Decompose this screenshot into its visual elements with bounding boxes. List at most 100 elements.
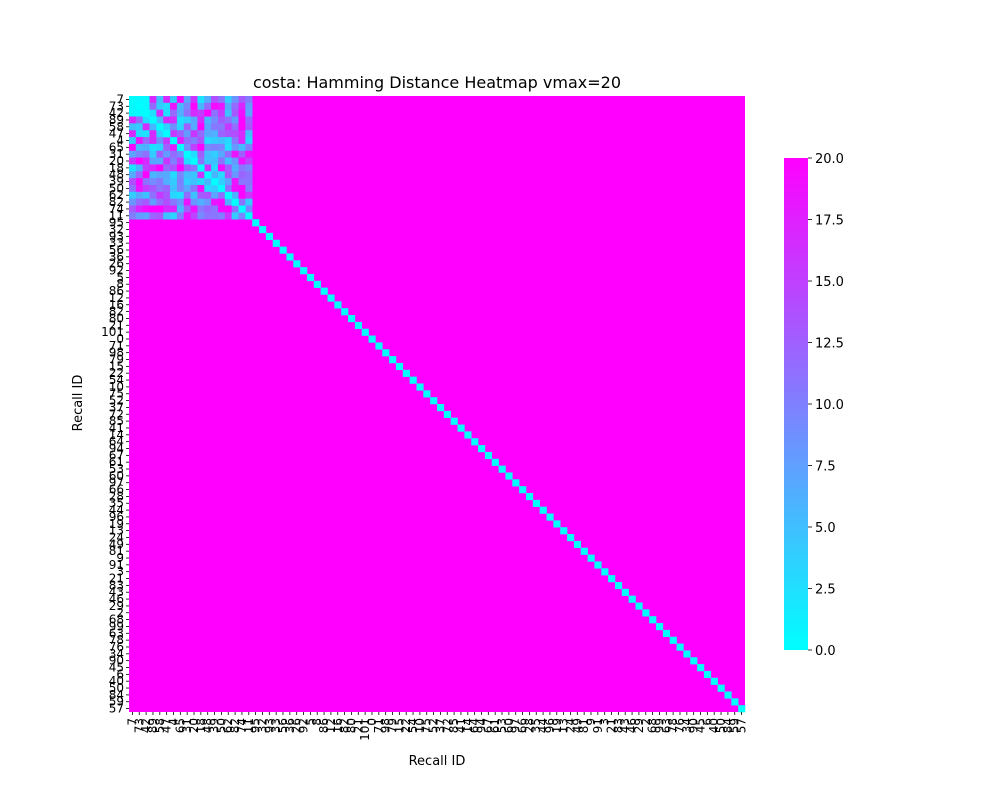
heatmap-cell [149, 137, 157, 145]
heatmap-cell [183, 116, 191, 124]
x-tick-label: 63 [659, 718, 673, 733]
heatmap-cell [231, 205, 239, 213]
heatmap-cell [149, 102, 157, 110]
heatmap-cell [183, 164, 191, 172]
heatmap-cell [129, 137, 137, 145]
heatmap-cell [170, 198, 178, 206]
x-tick-label: 43 [618, 718, 632, 733]
heatmap-cell [231, 184, 239, 193]
heatmap-cell [197, 178, 205, 186]
x-tick-label: 34 [680, 718, 694, 733]
heatmap-cell [245, 96, 253, 104]
heatmap-cell [224, 157, 232, 165]
y-tick-label: 8 [116, 277, 124, 291]
y-tick-label: 37 [109, 400, 124, 414]
heatmap-cell [149, 130, 157, 138]
heatmap-diagonal-cell [587, 554, 595, 562]
x-tick-label: 49 [570, 718, 584, 733]
heatmap-cell [129, 109, 137, 117]
heatmap-cell [142, 184, 150, 193]
heatmap-cell [163, 212, 171, 220]
x-tick-label: 14 [461, 718, 475, 733]
heatmap-cell [142, 191, 150, 199]
heatmap-cell [238, 123, 246, 131]
heatmap-cell [135, 178, 143, 186]
heatmap-cell [217, 137, 226, 145]
x-tick-label: 15 [392, 718, 406, 733]
heatmap-cell [163, 164, 171, 172]
heatmap-cell [142, 205, 150, 213]
heatmap-cell [224, 116, 232, 124]
heatmap-cell [245, 109, 253, 117]
heatmap-cell [211, 164, 219, 172]
heatmap-diagonal-cell [553, 520, 561, 528]
heatmap-diagonal-cell [464, 431, 472, 439]
x-tick-label: 52 [427, 718, 441, 733]
heatmap-cell [245, 198, 253, 206]
heatmap-cell [245, 184, 253, 193]
heatmap-cell [217, 205, 226, 213]
heatmap-cell [156, 130, 164, 138]
heatmap-cell [170, 109, 178, 117]
y-tick-label: 62 [109, 188, 124, 202]
y-tick-label: 50 [109, 181, 124, 195]
heatmap-diagonal-cell [484, 451, 493, 460]
x-tick-label: 67 [481, 718, 495, 733]
x-tick-label: 36 [283, 718, 297, 733]
y-tick-label: 21 [109, 572, 124, 586]
heatmap-cell [156, 171, 164, 179]
heatmap-cell [204, 150, 212, 158]
heatmap-diagonal-cell [224, 191, 232, 199]
heatmap-cell [245, 102, 253, 110]
heatmap-diagonal-cell [525, 492, 534, 501]
heatmap-cell [245, 171, 253, 179]
heatmap-cell [183, 96, 191, 104]
x-tick-label: 40 [707, 718, 721, 733]
x-tick-label: 13 [557, 718, 571, 733]
x-tick-label: 0 [365, 718, 379, 726]
y-tick-label: 16 [109, 298, 124, 312]
heatmap-cell [176, 178, 185, 186]
heatmap-cell [190, 143, 198, 152]
heatmap-cell [156, 143, 164, 152]
y-tick-label: 45 [109, 661, 124, 675]
heatmap-diagonal-cell [190, 157, 198, 165]
heatmap-cell [183, 171, 191, 179]
heatmap-cell [149, 184, 157, 193]
heatmap-cell [211, 171, 219, 179]
y-tick-label: 24 [109, 530, 124, 544]
y-tick-label: 68 [109, 613, 124, 627]
y-tick-label: 76 [109, 640, 124, 654]
x-tick-label: 68 [646, 718, 660, 733]
heatmap-cell [135, 171, 143, 179]
heatmap-cell [142, 116, 150, 124]
heatmap-diagonal-cell [354, 321, 363, 330]
y-tick-label: 21 [109, 318, 124, 332]
heatmap-cell [142, 198, 150, 206]
y-tick-label: 10 [109, 380, 124, 394]
heatmap-cell [156, 96, 164, 104]
heatmap-cell [238, 130, 246, 138]
y-tick-label: 11 [109, 209, 124, 223]
heatmap-diagonal-cell [731, 698, 739, 706]
y-tick-label: 58 [109, 120, 124, 134]
heatmap-cell [204, 109, 212, 117]
heatmap-cell [129, 123, 137, 131]
heatmap-cell [245, 178, 253, 186]
y-tick-label: 50 [109, 681, 124, 695]
heatmap-cell [224, 137, 232, 145]
colorbar-ticks: 0.0 2.5 5.0 7.5 10.0 12.5 15.0 17.5 20.0 [808, 152, 844, 659]
heatmap-cell [224, 130, 232, 138]
heatmap-cell [163, 96, 171, 104]
heatmap-diagonal-cell [717, 684, 725, 692]
y-tick-label: 82 [109, 305, 124, 319]
x-tick-label: 29 [632, 718, 646, 733]
heatmap-cell [170, 164, 178, 172]
x-tick-label: 3 [598, 718, 612, 726]
heatmap-cell [211, 198, 219, 206]
heatmap-cell [129, 102, 137, 110]
heatmap-cell [231, 109, 239, 117]
colorbar-tick-label: 15.0 [815, 275, 844, 290]
x-tick-label: 24 [563, 718, 577, 733]
heatmap-diagonal-cell [252, 219, 260, 227]
